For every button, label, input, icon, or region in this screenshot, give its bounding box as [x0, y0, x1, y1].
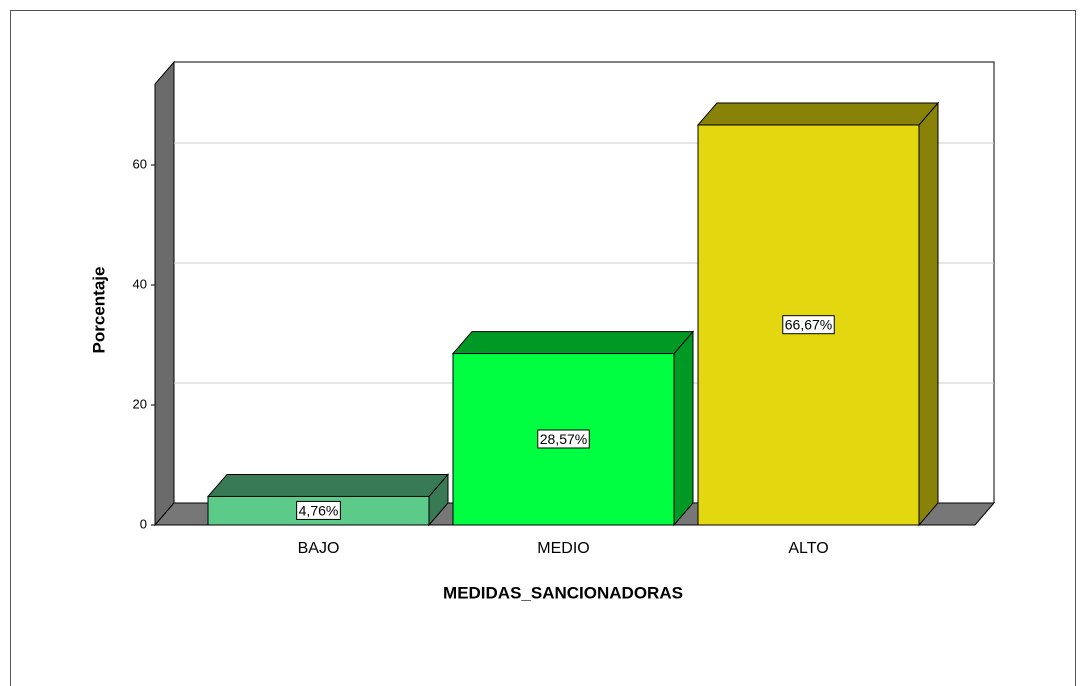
x-tick-label: BAJO — [298, 540, 340, 557]
value-label: 66,67% — [785, 317, 832, 333]
y-tick-label: 0 — [140, 516, 147, 531]
value-label-box — [296, 500, 341, 520]
x-tick-label: MEDIO — [537, 540, 589, 557]
y-tick-label: 40 — [133, 276, 147, 291]
bar-top — [451, 331, 695, 355]
y-axis-label: Porcentaje — [89, 267, 108, 354]
side-wall — [154, 60, 175, 527]
bar-side — [918, 101, 939, 527]
bar-top — [206, 473, 450, 497]
x-axis-label: MEDIDAS_SANCIONADORAS — [443, 583, 683, 602]
x-tick-label: ALTO — [788, 540, 828, 557]
bar-top — [696, 102, 940, 126]
value-label: 28,57% — [540, 431, 587, 447]
value-label-box — [782, 315, 835, 335]
value-label: 4,76% — [299, 502, 339, 518]
value-label-box — [537, 429, 590, 449]
y-tick-label: 60 — [133, 156, 147, 171]
y-tick-label: 20 — [133, 396, 147, 411]
bar-side — [673, 330, 694, 527]
